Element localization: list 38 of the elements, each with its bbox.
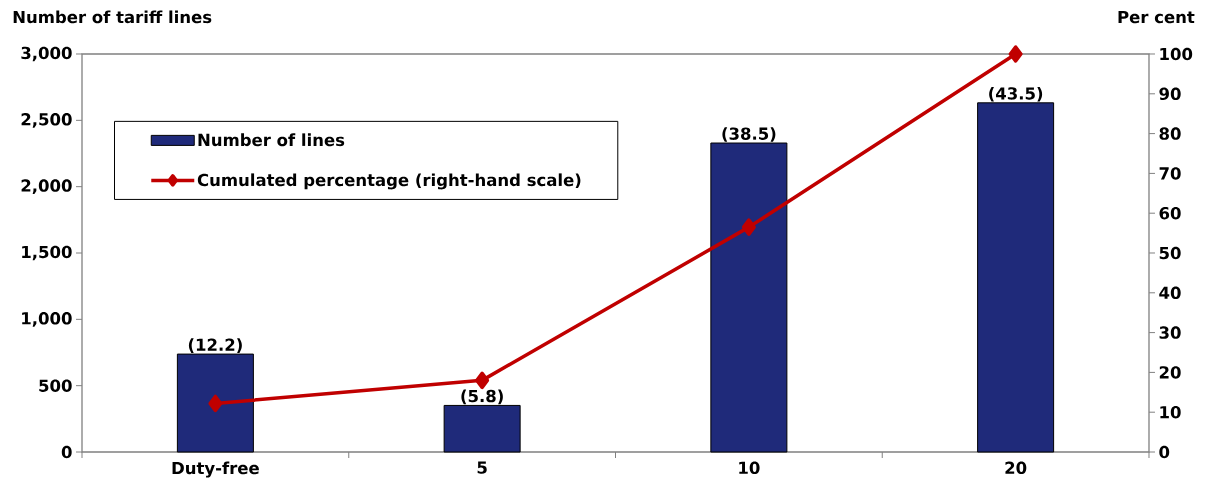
- x-tick-label: Duty-free: [172, 461, 259, 478]
- y2-axis-title: Per cent: [1118, 10, 1195, 24]
- y2-tick-label: 40: [1159, 286, 1181, 300]
- y-tick-label: 1,500: [22, 245, 72, 261]
- bar: [443, 404, 521, 453]
- point: [1008, 45, 1023, 63]
- y2-tick-label: 30: [1159, 326, 1181, 339]
- annotation: (5.8): [461, 389, 503, 405]
- annotation: (12.2): [188, 338, 242, 353]
- annotation: (38.5): [722, 127, 776, 142]
- y-tick-label: 2,500: [21, 113, 72, 128]
- y-tick-label: 0: [61, 445, 72, 459]
- y2-tick-label: 20: [1159, 366, 1181, 379]
- legend-label: Number of lines: [198, 133, 345, 147]
- bar: [977, 102, 1055, 453]
- point: [208, 394, 223, 413]
- x-tick-label: 20: [1005, 461, 1027, 474]
- y-axis-title: Number of tariff lines: [13, 10, 212, 24]
- y2-tick-label: 0: [1159, 445, 1170, 459]
- y2-tick-label: 100: [1160, 47, 1193, 61]
- legend-label: Cumulated percentage (right-hand scale): [197, 173, 581, 190]
- annotation: (43.5): [989, 86, 1043, 102]
- bar: [176, 353, 254, 453]
- x-tick-label: 5: [477, 461, 487, 474]
- y2-tick-label: 70: [1159, 167, 1181, 180]
- x-tick-label: 10: [739, 461, 760, 474]
- y2-tick-label: 60: [1159, 206, 1181, 220]
- bar: [710, 142, 788, 453]
- y-tick-label: 2,000: [21, 179, 72, 194]
- y-tick-label: 3,000: [21, 46, 72, 62]
- y2-tick-label: 10: [1160, 405, 1181, 419]
- y2-tick-label: 50: [1159, 246, 1181, 260]
- point: [475, 371, 490, 390]
- y2-tick-label: 90: [1159, 87, 1181, 101]
- y2-tick-label: 80: [1159, 127, 1181, 140]
- y-tick-label: 500: [39, 379, 72, 392]
- y-tick-label: 1,000: [22, 312, 72, 327]
- point: [741, 218, 756, 236]
